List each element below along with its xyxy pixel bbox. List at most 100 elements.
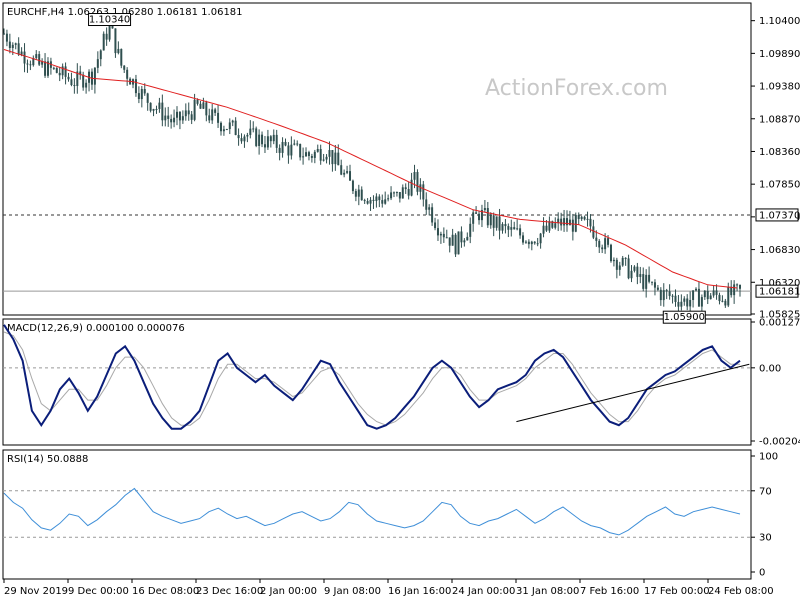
time-tick-label: 9 Dec 00:00	[68, 586, 129, 597]
time-tick-label: 24 Feb 08:00	[708, 586, 774, 597]
candle-body	[524, 241, 527, 243]
watermark: ActionForex.com	[485, 76, 668, 101]
candle-body	[354, 191, 357, 197]
candle-body	[219, 122, 222, 132]
candle-body	[325, 156, 328, 160]
candle-body	[44, 61, 47, 76]
candle-body	[5, 33, 8, 42]
candle-body	[305, 152, 308, 157]
candle-body	[736, 284, 739, 286]
candle-body	[577, 214, 580, 220]
candle-body	[671, 295, 674, 297]
candle-body	[85, 82, 88, 88]
candle-body	[64, 66, 67, 77]
rsi-panel-frame	[2, 449, 752, 580]
candle-body	[123, 65, 126, 70]
candle-body	[706, 290, 709, 300]
candle-body	[349, 171, 352, 181]
candle-body	[478, 213, 481, 221]
candle-body	[448, 237, 451, 246]
candle-body	[621, 257, 624, 266]
time-tick-label: 31 Jan 08:00	[516, 586, 579, 597]
price-tick-label: 1.05825	[759, 310, 800, 321]
price-tick-label: 1.09380	[759, 82, 800, 93]
candle-body	[164, 115, 167, 121]
candle-body	[662, 290, 665, 301]
candle-body	[278, 147, 281, 153]
candle-body	[492, 215, 495, 228]
candle-body	[615, 259, 618, 270]
candle-body	[483, 208, 486, 211]
candle-body	[548, 221, 551, 231]
candle-body	[466, 236, 469, 241]
candle-body	[255, 128, 258, 146]
candle-body	[486, 208, 489, 226]
candle-body	[589, 218, 592, 227]
candle-body	[475, 212, 478, 214]
candle-body	[439, 233, 442, 236]
candle-body	[190, 114, 193, 120]
candle-body	[683, 298, 686, 302]
candle-body	[680, 301, 683, 307]
candle-body	[700, 297, 703, 307]
candle-body	[642, 274, 645, 289]
candle-body	[351, 180, 354, 192]
candle-body	[609, 244, 612, 262]
candle-body	[281, 141, 284, 153]
candle-body	[416, 171, 419, 192]
candle-body	[11, 44, 14, 49]
candle-body	[38, 54, 41, 65]
candle-body	[542, 225, 545, 234]
candle-body	[199, 103, 202, 109]
candle-body	[434, 222, 437, 229]
candle-body	[480, 210, 483, 221]
candle-body	[390, 192, 393, 199]
candle-body	[293, 143, 296, 145]
candle-body	[627, 258, 630, 279]
time-tick-label: 2 Jan 00:00	[260, 586, 317, 597]
candle-body	[99, 50, 102, 60]
level-price-tag	[755, 208, 799, 222]
candle-body	[583, 216, 586, 220]
candle-body	[636, 266, 639, 277]
candle-body	[598, 240, 601, 248]
candle-body	[495, 216, 498, 228]
time-tick-label: 23 Dec 16:00	[196, 586, 263, 597]
candle-body	[513, 227, 516, 230]
time-tick-label: 7 Feb 16:00	[580, 586, 639, 597]
last-price-tag-label: 1.06181	[759, 287, 800, 298]
candle-body	[240, 138, 243, 142]
price-tick-label: 1.10400	[759, 16, 800, 27]
macd-panel-frame	[2, 318, 752, 446]
candle-body	[225, 129, 228, 131]
candle-body	[504, 224, 507, 227]
macd-tick-label: 0.001279	[759, 318, 800, 329]
candle-body	[252, 128, 255, 130]
macd-signal-line	[3, 331, 740, 426]
candle-body	[82, 74, 85, 88]
time-tick-label: 9 Jan 08:00	[324, 586, 381, 597]
candle-body	[161, 102, 164, 121]
macd-line	[3, 324, 741, 430]
candle-body	[721, 300, 724, 302]
candle-body	[178, 111, 181, 121]
candle-body	[703, 290, 706, 298]
time-tick-label: 29 Nov 2019	[4, 586, 68, 597]
candle-body	[574, 214, 577, 232]
rsi-line	[3, 487, 741, 536]
candle-body	[269, 136, 272, 142]
candle-body	[237, 134, 240, 139]
time-tick-label: 17 Feb 00:00	[644, 586, 710, 597]
candle-body	[231, 120, 234, 123]
candle-body	[489, 215, 492, 226]
candle-body	[79, 71, 82, 75]
annotation-label: 1.10340	[89, 15, 130, 26]
candle-body	[32, 57, 35, 66]
candle-body	[592, 226, 595, 238]
last-price-tag	[755, 284, 799, 298]
candle-body	[563, 218, 566, 226]
candle-body	[727, 286, 730, 306]
candle-body	[410, 179, 413, 196]
candle-body	[302, 156, 305, 158]
candle-body	[554, 223, 557, 228]
